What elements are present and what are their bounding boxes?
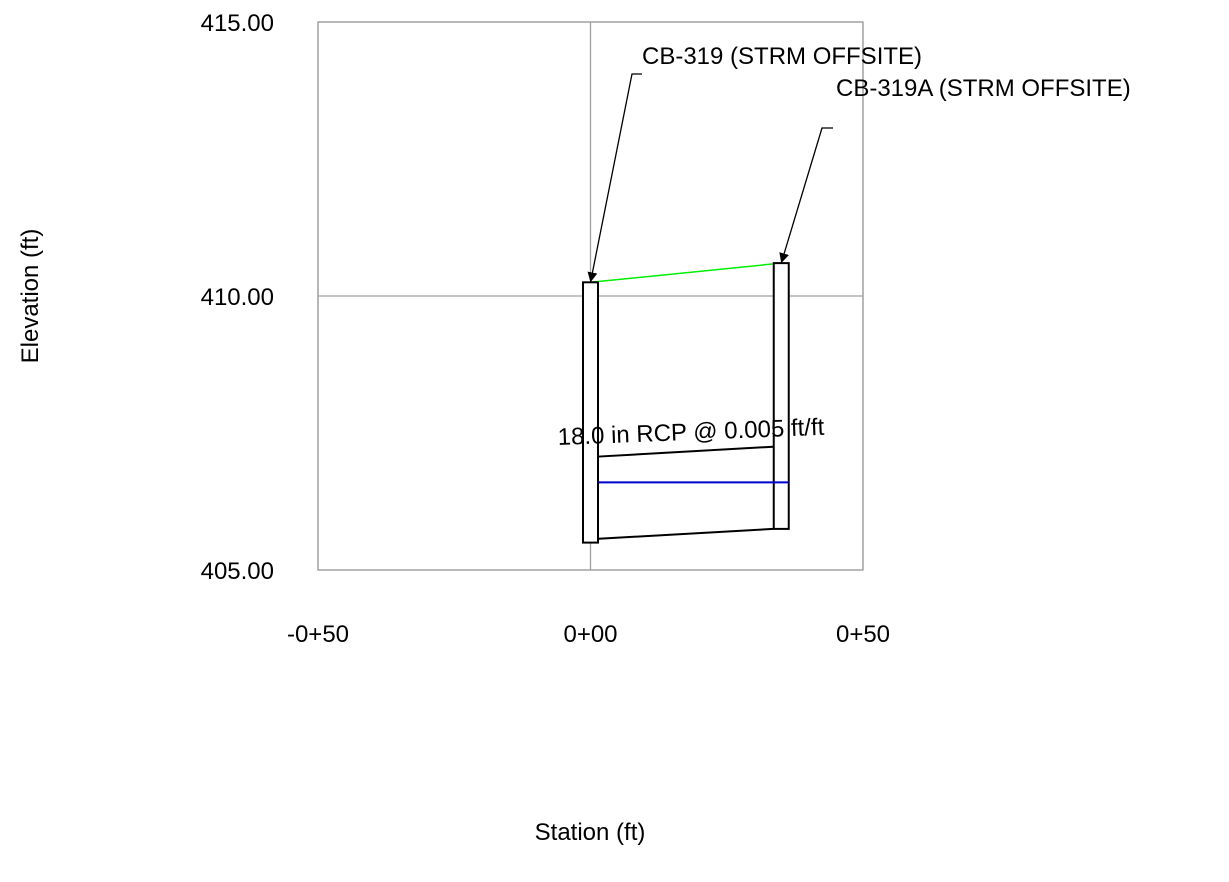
x-tick-label: -0+50: [287, 621, 349, 648]
y-tick-label: 405.00: [201, 558, 274, 585]
structure-box: [582, 281, 599, 544]
structure-callout-leader: [587, 73, 642, 283]
annotation-labels: CB-319 (STRM OFFSITE) CB-319A (STRM OFFSI…: [557, 43, 1131, 451]
y-axis-label: Elevation (ft): [17, 229, 44, 364]
structure-box: [772, 262, 790, 530]
pipe-crown-line: [598, 445, 774, 458]
pipe-invert-line: [598, 527, 774, 540]
structure-label: CB-319 (STRM OFFSITE): [642, 43, 922, 70]
tick-labels: -0+50 0+00 0+50 405.00 410.00 415.00: [201, 10, 890, 648]
y-tick-label: 410.00: [201, 284, 274, 311]
profile-marks: [582, 262, 790, 544]
x-axis-label: Station (ft): [535, 819, 646, 846]
y-tick-label: 415.00: [201, 10, 274, 37]
x-tick-label: 0+00: [563, 621, 617, 648]
energy-grade-line: [590, 262, 782, 284]
x-tick-label: 0+50: [836, 621, 890, 648]
structure-label: CB-319A (STRM OFFSITE): [836, 75, 1131, 102]
structure-callout-leader: [779, 127, 833, 264]
